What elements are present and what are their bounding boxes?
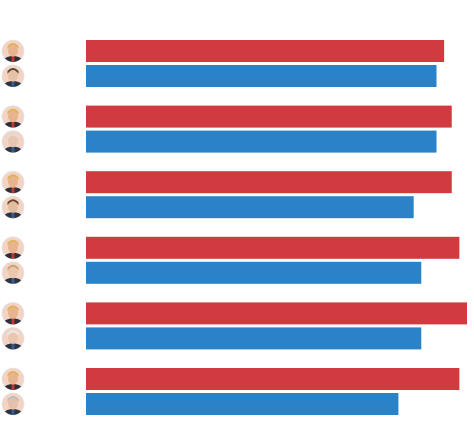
avatar-hair (7, 264, 19, 271)
avatar-tie (11, 187, 15, 194)
sanders-avatar-icon (1, 326, 25, 350)
bar-blue (86, 327, 422, 350)
avatar-tie (11, 121, 15, 128)
avatar-face (8, 306, 18, 319)
bar-red (86, 171, 452, 194)
bar-group (1, 301, 467, 350)
trump-avatar-icon (1, 236, 25, 260)
bar-blue (86, 196, 414, 219)
biden-avatar-icon (1, 130, 25, 154)
avatar-tie (11, 409, 15, 415)
bar-group (1, 236, 460, 285)
avatar-face (8, 135, 18, 148)
avatar-face (8, 331, 18, 344)
bar-red (86, 302, 467, 325)
trump-avatar-icon (1, 301, 25, 325)
avatar-face (8, 69, 18, 82)
klobuchar-avatar-icon (1, 195, 25, 219)
avatar-hair (7, 239, 19, 246)
buttigieg-avatar-icon (1, 64, 25, 88)
bar-blue (86, 65, 437, 87)
avatar-face (8, 44, 18, 57)
avatar-face (8, 397, 18, 410)
avatar-face (8, 241, 18, 254)
avatar-hair (7, 305, 19, 312)
bloomberg-avatar-icon (1, 392, 25, 416)
avatar-suit (3, 146, 23, 153)
avatar-suit (3, 318, 23, 325)
avatar-suit (3, 343, 23, 350)
avatar-hair (7, 174, 19, 181)
bar-blue (86, 261, 422, 284)
avatar-suit (3, 212, 23, 219)
avatar-hair (7, 199, 19, 206)
avatar-hair (7, 108, 19, 115)
avatar-tie (11, 384, 15, 390)
avatar-face (8, 372, 18, 385)
avatar-tie (11, 146, 15, 153)
avatar-face (8, 266, 18, 279)
avatar-suit (3, 121, 23, 128)
avatar-hair (7, 330, 19, 337)
avatar-tie (11, 343, 15, 350)
bar-group (1, 170, 452, 219)
bar-red (86, 368, 460, 390)
avatar-face (8, 200, 18, 213)
avatar-hair (7, 133, 19, 140)
avatar-face (8, 110, 18, 123)
trump-avatar-icon (1, 105, 25, 128)
avatar-tie (11, 81, 15, 87)
avatar-suit (3, 277, 23, 284)
avatar-face (8, 175, 18, 188)
avatar-suit (3, 81, 23, 87)
avatar-suit (3, 384, 23, 390)
bar-red (86, 40, 445, 62)
avatar-hair (7, 43, 19, 49)
avatar-tie (11, 56, 15, 62)
avatar-suit (3, 187, 23, 194)
bar-red (86, 236, 460, 259)
bar-group (1, 39, 445, 88)
avatar-hair (7, 396, 19, 402)
bar-blue (86, 393, 399, 415)
bar-red (86, 105, 452, 128)
avatar-suit (3, 56, 23, 62)
trump-avatar-icon (1, 170, 25, 194)
avatar-suit (3, 409, 23, 415)
bar-group (1, 367, 460, 416)
avatar-hair (7, 68, 19, 74)
bar-blue (86, 130, 437, 153)
bar-group (1, 105, 452, 154)
warren-avatar-icon (1, 261, 25, 285)
avatar-tie (11, 318, 15, 325)
avatar-tie (11, 212, 15, 219)
avatar-hair (7, 371, 19, 377)
trump-avatar-icon (1, 39, 25, 63)
avatar-tie (11, 252, 15, 259)
avatar-tie (11, 277, 15, 284)
trump-avatar-icon (1, 367, 25, 391)
